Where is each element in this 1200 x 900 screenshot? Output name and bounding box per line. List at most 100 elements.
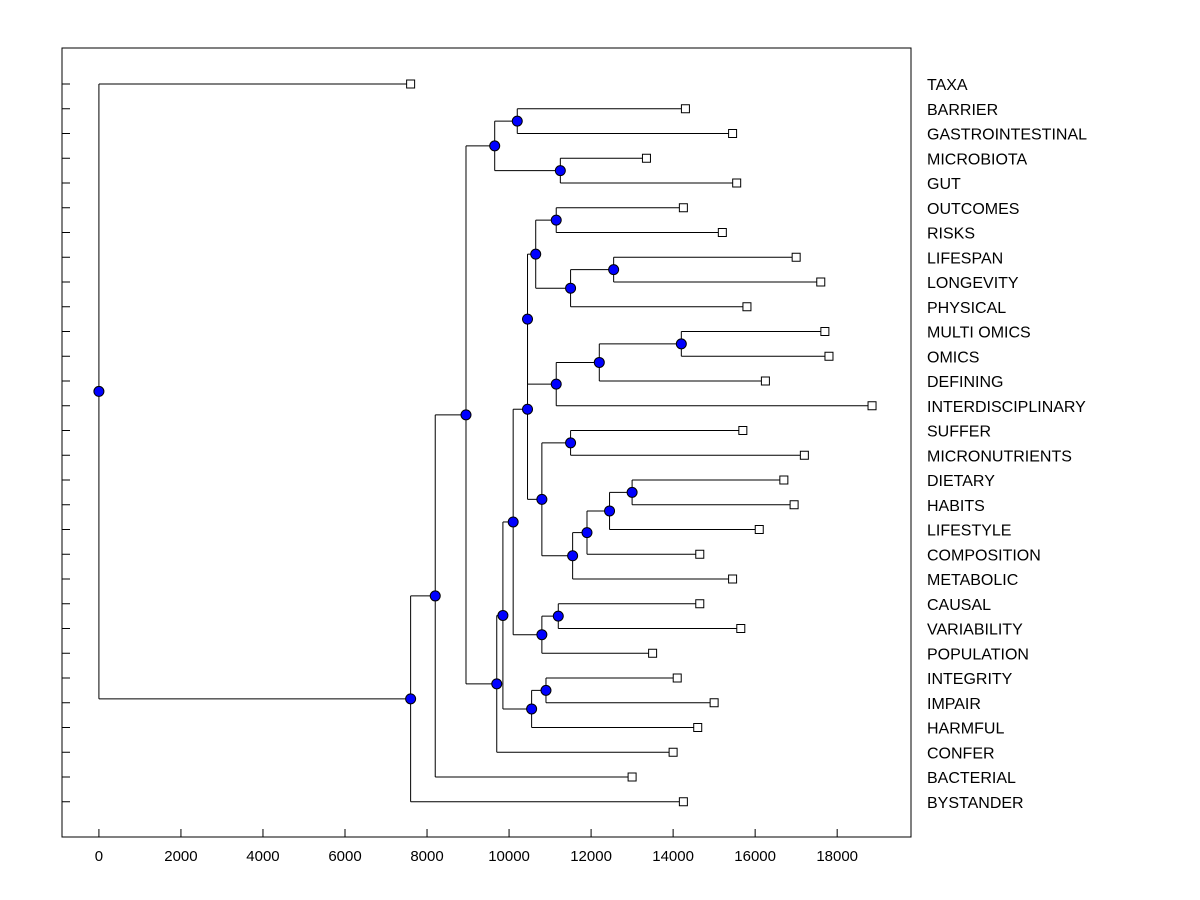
merge-node: [581, 527, 593, 539]
merge-node: [604, 505, 616, 517]
leaf-marker: [648, 648, 658, 658]
leaf-marker: [754, 525, 764, 534]
leaf-label: GUT: [927, 176, 961, 193]
merge-node: [552, 610, 564, 622]
leaf-label: COMPOSITION: [927, 547, 1041, 564]
leaf-label: VARIABILITY: [927, 622, 1023, 639]
x-tick-label: 6000: [328, 848, 361, 865]
x-axis-ticks: 0 2000 4000 6000 8000 10000 12000 14000 16000 180…: [95, 829, 858, 865]
left-tick-marks: [62, 83, 70, 803]
merge-node: [675, 338, 687, 350]
leaf-label: POPULATION: [927, 646, 1029, 663]
leaf-marker: [695, 599, 705, 609]
leaf-marker: [693, 723, 703, 732]
leaf-marker: [867, 401, 877, 411]
leaf-marker: [668, 747, 678, 757]
merge-node: [526, 703, 538, 715]
leaf-marker: [736, 624, 746, 633]
leaf-label: HARMFUL: [927, 721, 1004, 738]
dendrogram-links: [98, 83, 873, 803]
merge-node: [565, 282, 577, 294]
leaf-label: GASTROINTESTINAL: [927, 127, 1087, 144]
leaf-label: LONGEVITY: [927, 275, 1019, 292]
leaf-label: MICROBIOTA: [927, 151, 1027, 168]
leaf-label: CONFER: [927, 745, 995, 762]
x-tick-label: 16000: [734, 848, 776, 865]
leaf-label: OMICS: [927, 349, 979, 366]
merge-node: [511, 115, 523, 127]
merge-node: [429, 590, 441, 602]
x-tick-label: 12000: [570, 848, 612, 865]
merge-node: [460, 409, 472, 421]
merge-node: [522, 313, 534, 325]
leaf-marker: [728, 129, 738, 138]
leaf-label: DIETARY: [927, 473, 995, 490]
leaf-label: LIFESTYLE: [927, 523, 1011, 540]
merge-nodes: [93, 115, 687, 715]
leaf-marker: [824, 351, 834, 361]
plot-frame: [61, 47, 912, 838]
merge-node: [626, 486, 638, 498]
x-tick-label: 18000: [816, 848, 858, 865]
leaf-markers: [406, 79, 877, 807]
leaf-label: PHYSICAL: [927, 300, 1006, 317]
leaf-marker: [779, 475, 789, 485]
leaf-label: LIFESPAN: [927, 250, 1003, 267]
leaf-marker: [695, 549, 705, 559]
x-tick-label: 10000: [488, 848, 530, 865]
x-tick-label: 0: [95, 848, 103, 865]
merge-node: [536, 493, 548, 505]
leaf-label: BACTERIAL: [927, 770, 1016, 787]
leaf-marker: [738, 426, 748, 435]
leaf-label: MULTI OMICS: [927, 325, 1031, 342]
x-tick-label: 14000: [652, 848, 694, 865]
x-tick-label: 2000: [164, 848, 197, 865]
merge-node: [536, 629, 548, 641]
merge-node: [593, 356, 605, 368]
leaf-label: DEFINING: [927, 374, 1003, 391]
merge-node: [550, 214, 562, 226]
leaf-marker: [816, 277, 826, 287]
merge-node: [522, 403, 534, 415]
merge-node: [93, 385, 105, 397]
leaf-marker: [742, 302, 752, 312]
merge-node: [550, 378, 562, 390]
leaf-marker: [789, 500, 799, 510]
leaf-label: RISKS: [927, 226, 975, 243]
leaf-marker: [728, 574, 738, 584]
leaf-label: OUTCOMES: [927, 201, 1019, 218]
merge-node: [405, 693, 417, 705]
merge-node: [608, 264, 620, 276]
leaf-marker: [627, 772, 637, 782]
leaf-marker: [678, 203, 688, 213]
leaf-marker: [680, 104, 690, 114]
leaf-label: INTEGRITY: [927, 671, 1013, 688]
leaf-label: SUFFER: [927, 424, 991, 441]
leaf-label: INTERDISCIPLINARY: [927, 399, 1086, 416]
leaf-label: MICRONUTRIENTS: [927, 448, 1072, 465]
merge-node: [567, 550, 579, 562]
leaf-label: TAXA: [927, 77, 968, 94]
merge-node: [497, 609, 509, 621]
merge-node: [530, 248, 542, 260]
leaf-labels: TAXA BARRIER GASTROINTESTINAL MICROBIOTA GUT…: [927, 77, 1087, 812]
leaf-label: HABITS: [927, 498, 985, 515]
leaf-marker: [717, 228, 727, 237]
leaf-label: BYSTANDER: [927, 795, 1024, 812]
leaf-marker: [672, 673, 682, 683]
merge-node: [489, 140, 501, 152]
leaf-marker: [709, 698, 719, 708]
leaf-marker: [678, 797, 688, 807]
x-tick-label: 8000: [410, 848, 443, 865]
leaf-label: CAUSAL: [927, 597, 991, 614]
leaf-label: BARRIER: [927, 102, 998, 119]
merge-node: [491, 678, 503, 690]
leaf-marker: [791, 252, 801, 262]
leaf-marker: [760, 376, 770, 386]
leaf-marker: [641, 153, 651, 163]
leaf-marker: [732, 178, 742, 188]
leaf-marker: [799, 450, 809, 460]
leaf-marker: [406, 79, 416, 89]
merge-node: [565, 437, 577, 449]
